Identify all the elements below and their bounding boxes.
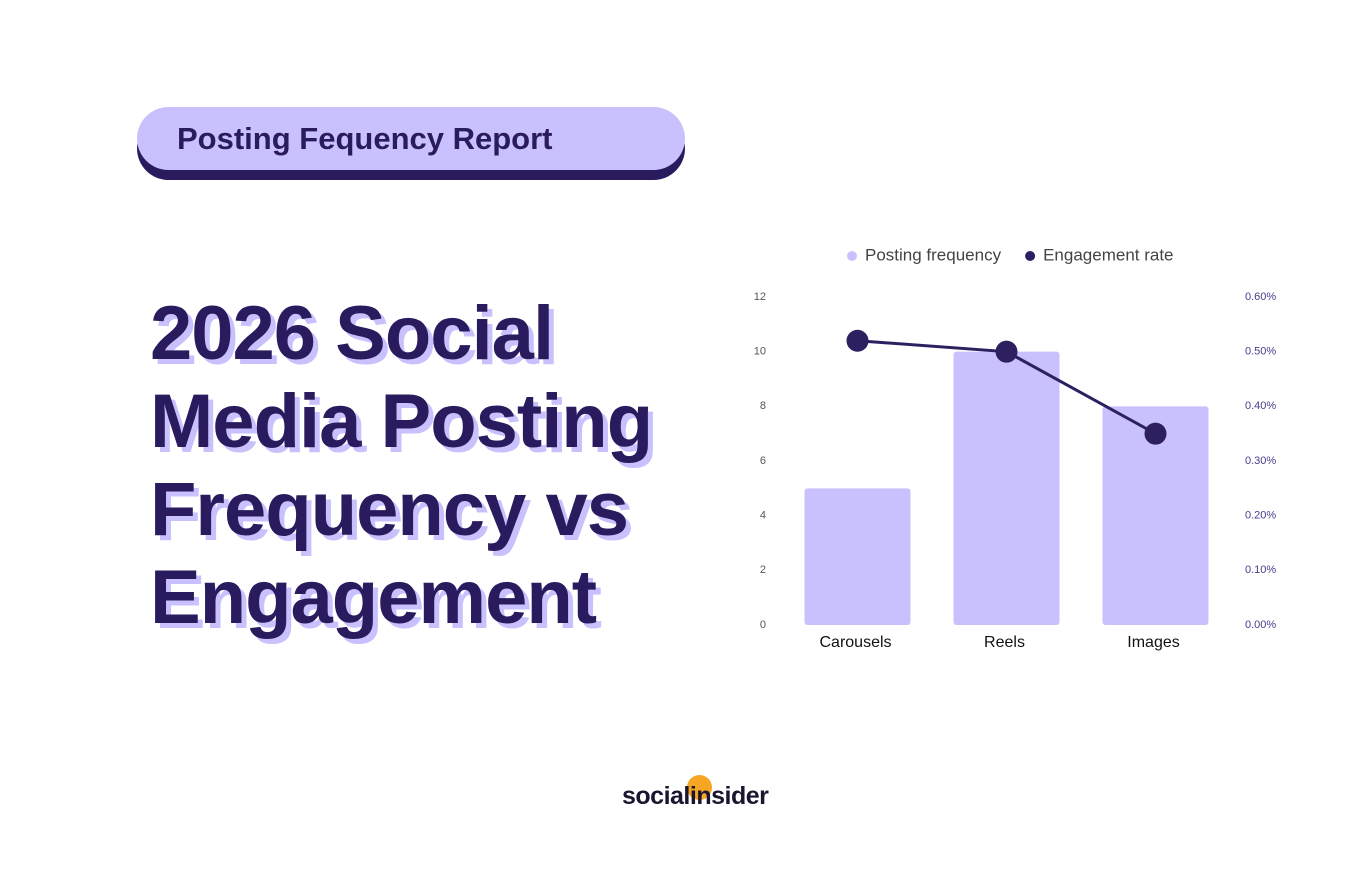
bar [1102,406,1209,625]
badge: Posting Fequency Report [137,107,685,170]
badge-text: Posting Fequency Report [177,121,553,156]
line-point [846,329,869,352]
bar [953,351,1060,625]
x-tick-label: Reels [984,634,1025,651]
line-point [995,340,1018,363]
y2-tick-label: 0.00% [1245,619,1276,631]
y2-tick-label: 0.20% [1245,510,1276,522]
legend-label: Posting frequency [865,245,1002,264]
y2-tick-label: 0.10% [1245,564,1276,576]
legend-label: Engagement rate [1043,245,1173,264]
y2-tick-label: 0.40% [1245,400,1276,412]
legend-marker [1025,251,1036,261]
x-tick-label: Carousels [819,634,891,651]
bar [804,488,911,625]
line-point [1144,422,1167,445]
y-tick-label: 8 [760,400,766,412]
logo-dot [687,775,712,800]
y-tick-label: 2 [760,564,766,576]
legend-marker [847,251,857,261]
y-tick-label: 12 [754,291,766,303]
y2-tick-label: 0.60% [1245,291,1276,303]
y2-tick-label: 0.30% [1245,455,1276,467]
x-tick-label: Images [1127,634,1179,651]
brand-logo: socialinsider [622,782,769,810]
y-tick-label: 6 [760,455,766,467]
y-tick-label: 0 [760,619,766,631]
y2-tick-label: 0.50% [1245,346,1276,358]
y-tick-label: 10 [754,346,766,358]
headline: 2026 Social Media Posting Frequency vs E… [150,291,653,640]
y-tick-label: 4 [760,510,766,522]
